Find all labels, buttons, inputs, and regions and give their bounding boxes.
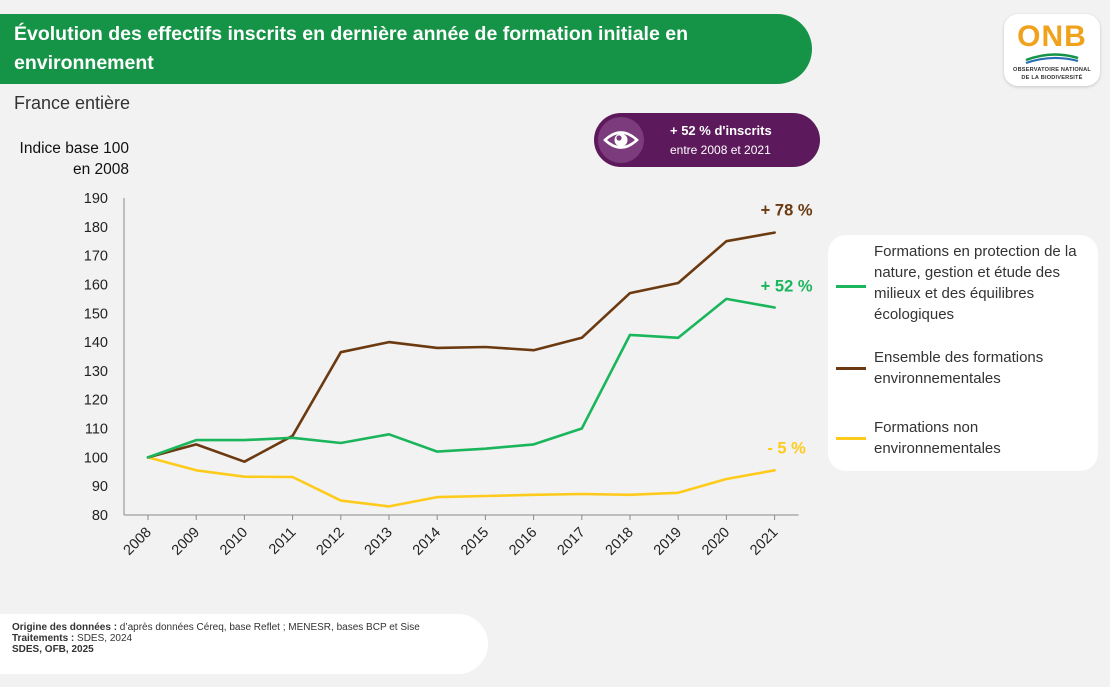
legend-label-non-env: Formations non environnementales bbox=[874, 419, 1001, 457]
x-tick-label: 2018 bbox=[603, 525, 637, 559]
x-tick-label: 2014 bbox=[410, 525, 444, 559]
x-tick-label: 2016 bbox=[506, 525, 540, 559]
logo-swoosh-icon bbox=[1025, 53, 1079, 64]
legend-swatch-brown bbox=[836, 367, 866, 370]
x-tick-label: 2017 bbox=[554, 525, 588, 559]
logo-word: ONB bbox=[1017, 20, 1087, 53]
y-tick-label: 90 bbox=[92, 479, 108, 495]
subtitle: France entière bbox=[14, 93, 131, 113]
y-tick-label: 180 bbox=[84, 220, 108, 236]
legend-label-protection: Formations en protection de la nature, g… bbox=[874, 243, 1077, 323]
callout-sub-text: entre 2008 et 2021 bbox=[670, 143, 771, 157]
logo-line2: DE LA BIODIVERSITÉ bbox=[1021, 75, 1083, 81]
y-tick-label: 140 bbox=[84, 335, 108, 351]
x-tick-label: 2020 bbox=[699, 525, 733, 559]
logo-line1: OBSERVATOIRE NATIONAL bbox=[1013, 67, 1091, 73]
y-tick-label: 150 bbox=[84, 306, 108, 322]
x-tick-label: 2019 bbox=[651, 525, 685, 559]
legend-label-ensemble: Ensemble des formations environnementale… bbox=[874, 349, 1044, 387]
x-tick-label: 2010 bbox=[217, 525, 251, 559]
source-line2: Traitements : SDES, 2024 bbox=[12, 633, 133, 644]
x-tick-label: 2009 bbox=[169, 525, 203, 559]
onb-logo: ONB OBSERVATOIRE NATIONAL DE LA BIODIVER… bbox=[1004, 14, 1100, 86]
callout-main-text: + 52 % d'inscrits bbox=[670, 123, 772, 138]
x-tick-label: 2011 bbox=[266, 525, 299, 558]
series-line-ensemble bbox=[146, 231, 776, 464]
series-line-non-env bbox=[146, 456, 776, 508]
end-label-non-env: - 5 % bbox=[767, 439, 806, 457]
y-axis-label: Indice base 100 en 2008 bbox=[14, 138, 129, 180]
y-tick-label: 80 bbox=[92, 508, 108, 524]
x-tick-label: 2013 bbox=[362, 525, 396, 559]
source-note: Origine des données : d’après données Cé… bbox=[0, 614, 488, 674]
x-tick-label: 2015 bbox=[458, 525, 492, 559]
source-line1: Origine des données : d’après données Cé… bbox=[12, 622, 420, 633]
chart-title: Évolution des effectifs inscrits en dern… bbox=[14, 23, 688, 74]
x-tick-label: 2012 bbox=[313, 525, 347, 559]
x-tick-label: 2008 bbox=[121, 525, 155, 559]
y-axis-label-line2: en 2008 bbox=[72, 161, 129, 178]
y-tick-label: 130 bbox=[84, 364, 108, 380]
y-tick-label: 100 bbox=[84, 450, 108, 466]
y-tick-label: 110 bbox=[85, 422, 108, 438]
y-tick-label: 120 bbox=[84, 393, 108, 409]
legend-swatch-green bbox=[836, 285, 866, 288]
line-chart: 80 90 100 110 120 130 140 150 160 170 180 190 2008 20… bbox=[84, 191, 813, 559]
source-line3: SDES, OFB, 2025 bbox=[12, 644, 94, 655]
legend-swatch-yellow bbox=[836, 437, 866, 440]
y-tick-label: 160 bbox=[84, 277, 108, 293]
title-band: Évolution des effectifs inscrits en dern… bbox=[0, 14, 812, 84]
y-axis-label-line1: Indice base 100 bbox=[19, 140, 129, 157]
legend: Formations en protection de la nature, g… bbox=[828, 235, 1098, 471]
y-tick-label: 190 bbox=[84, 191, 108, 207]
series-line-protection bbox=[146, 297, 776, 459]
y-tick-label: 170 bbox=[84, 249, 108, 265]
end-label-ensemble: + 78 % bbox=[761, 202, 813, 220]
callout-badge: + 52 % d'inscrits entre 2008 et 2021 bbox=[594, 113, 820, 167]
x-tick-label: 2021 bbox=[747, 525, 781, 559]
eye-icon bbox=[598, 117, 644, 163]
end-label-protection: + 52 % bbox=[761, 278, 813, 296]
